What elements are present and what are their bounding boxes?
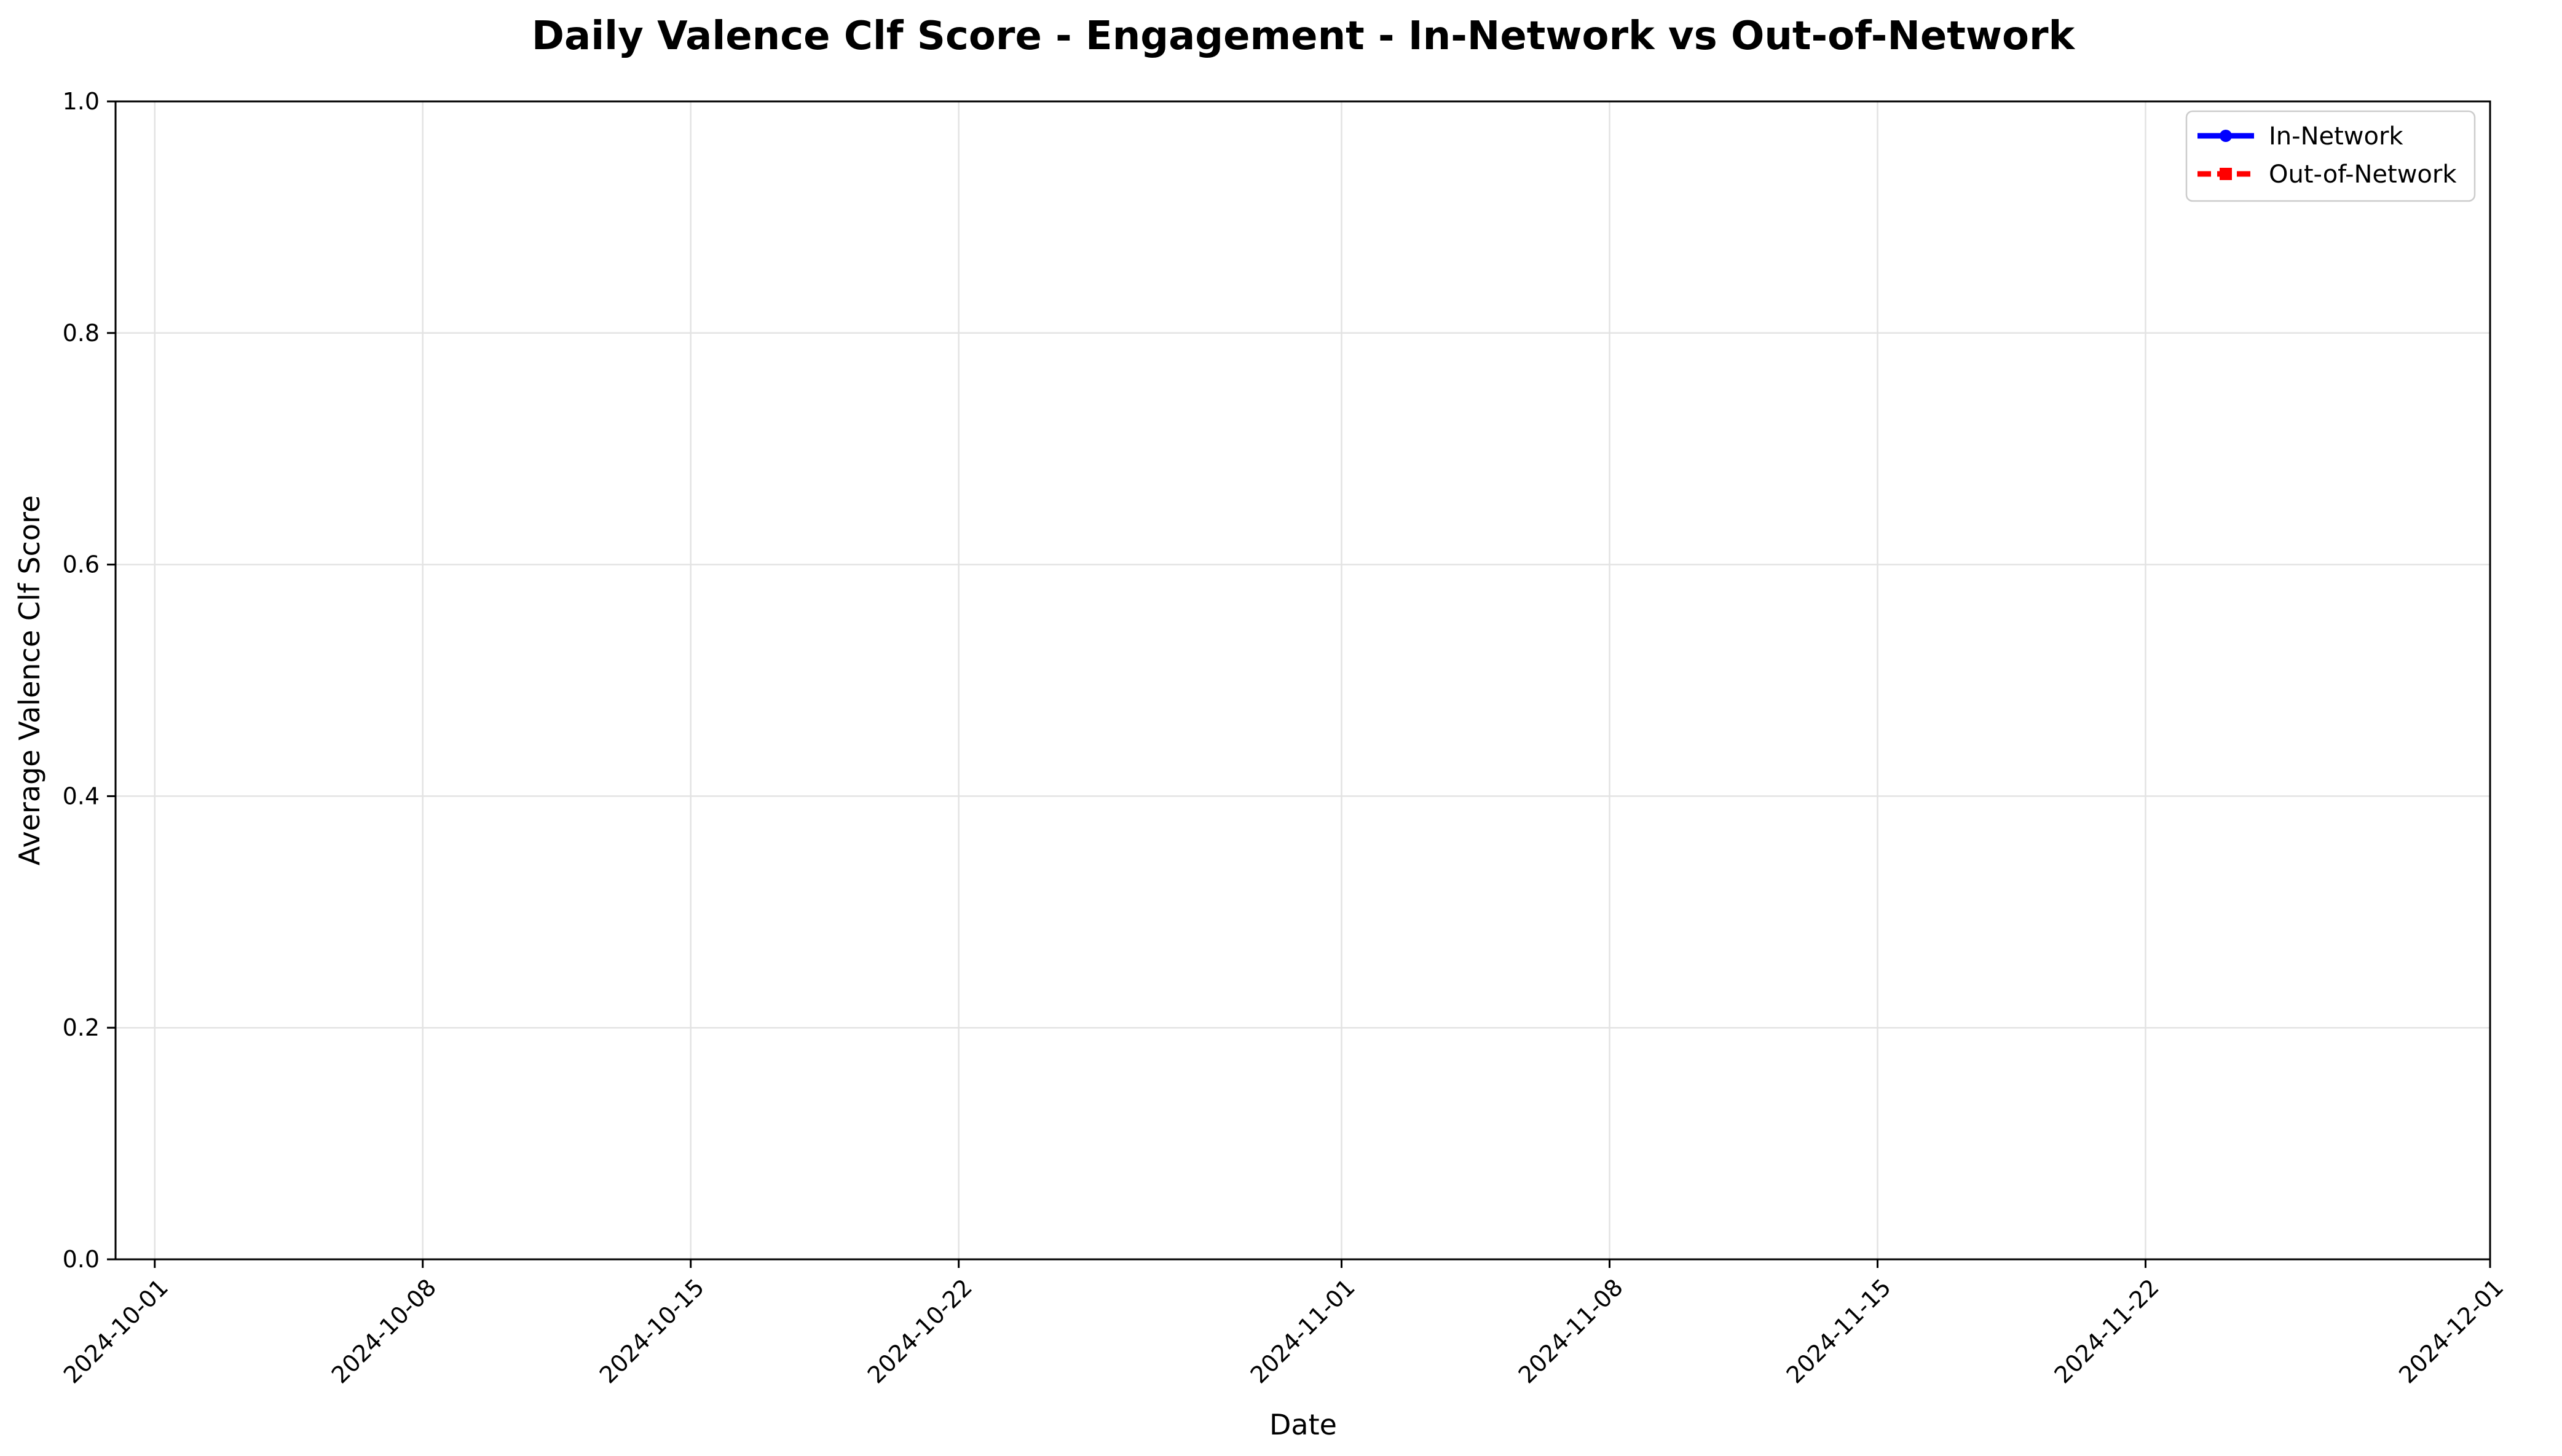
legend-marker-in-network xyxy=(2220,130,2232,142)
x-tick-label: 2024-11-22 xyxy=(2049,1273,2164,1388)
x-tick-label: 2024-10-08 xyxy=(326,1273,441,1388)
x-tick-label: 2024-10-22 xyxy=(862,1273,977,1388)
x-tick-label: 2024-11-01 xyxy=(1245,1273,1360,1388)
x-axis-ticks: 2024-10-01 2024-10-08 2024-10-15 2024-10-22… xyxy=(58,1259,2509,1389)
y-tick-label: 0.2 xyxy=(63,1014,100,1041)
chart-title: Daily Valence Clf Score - Engagement - I… xyxy=(532,14,2076,59)
x-tick-label: 2024-11-15 xyxy=(1781,1273,1896,1388)
y-axis-label: Average Valence Clf Score xyxy=(13,495,46,866)
x-tick-label: 2024-11-08 xyxy=(1513,1273,1628,1388)
y-tick-label: 1.0 xyxy=(63,88,100,115)
y-axis-ticks: 0.0 0.2 0.4 0.6 0.8 1.0 xyxy=(63,88,116,1273)
x-tick-label: 2024-10-15 xyxy=(594,1273,709,1388)
y-tick-label: 0.8 xyxy=(63,320,100,347)
y-tick-label: 0.6 xyxy=(63,551,100,578)
legend-label-in-network: In-Network xyxy=(2269,122,2403,151)
legend: In-Network Out-of-Network xyxy=(2185,110,2476,202)
grid xyxy=(116,100,2491,1261)
x-tick-label: 2024-10-01 xyxy=(58,1273,173,1388)
x-axis-label: Date xyxy=(1269,1408,1337,1441)
y-tick-label: 0.0 xyxy=(63,1246,100,1273)
x-tick-label: 2024-12-01 xyxy=(2394,1273,2509,1388)
legend-box xyxy=(2185,110,2476,202)
legend-marker-out-of-network xyxy=(2220,168,2232,180)
legend-label-out-of-network: Out-of-Network xyxy=(2269,160,2457,189)
plot-area-frame xyxy=(114,100,2491,1261)
y-tick-label: 0.4 xyxy=(63,782,100,809)
